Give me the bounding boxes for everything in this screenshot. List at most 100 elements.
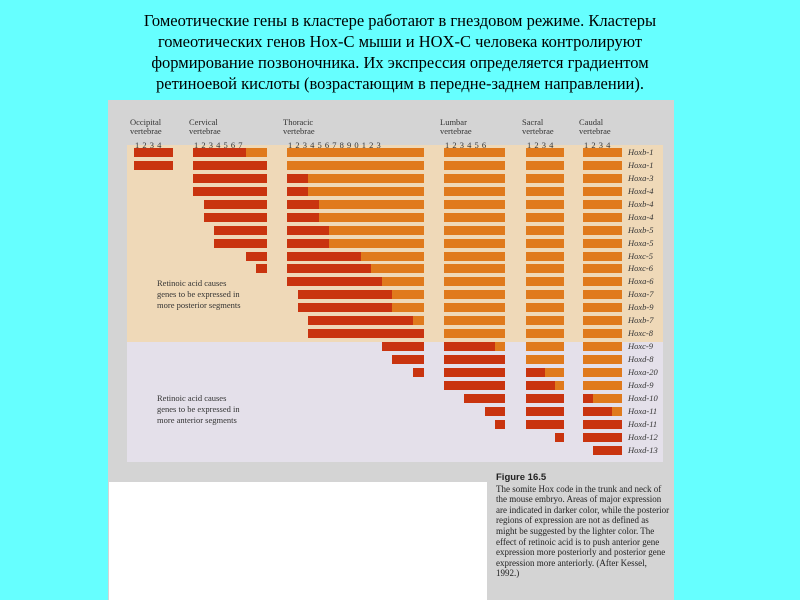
expression-bar-minor (318, 199, 424, 209)
expression-bar-minor (583, 303, 622, 313)
title-line: Гомеотические гены в кластере работают в… (143, 11, 657, 30)
note-line: genes to be expressed in (157, 404, 240, 414)
expression-bar-major (203, 199, 267, 209)
gene-label: Hoxa-6 (628, 276, 654, 287)
expression-bar-major (494, 419, 505, 429)
gene-label: Hoxd-11 (628, 418, 658, 429)
hox-code-figure: Occipital vertebrae 1 2 3 4 Cervical vertebr… (108, 100, 674, 600)
expression-bar-major (193, 186, 267, 196)
expression-bar-minor (371, 264, 424, 274)
expression-bar-major (444, 355, 505, 365)
expression-bar-minor (392, 290, 424, 300)
expression-bar-minor (444, 173, 505, 183)
expression-bar-major (287, 186, 309, 196)
gene-label: Hoxa-7 (628, 289, 654, 300)
expression-bar-major (526, 406, 564, 416)
expression-bar-minor (526, 160, 564, 170)
expression-bar-minor (444, 316, 505, 326)
caption-text: The somite Hox code in the trunk and nec… (496, 483, 670, 579)
expression-bar-major (444, 342, 495, 352)
expression-bar-minor (554, 380, 564, 390)
expression-bar-minor (526, 238, 564, 248)
expression-bar-major (444, 367, 505, 377)
expression-bar-minor (494, 342, 505, 352)
expression-bar-minor (392, 303, 424, 313)
expression-bar-minor (360, 251, 424, 261)
gene-label: Hoxb-4 (628, 198, 654, 209)
expression-bar-major (193, 160, 267, 170)
expression-bar-major (526, 419, 564, 429)
expression-bar-major (287, 238, 330, 248)
note-line: Retinoic acid causes (157, 393, 227, 403)
expression-bar-minor (583, 212, 622, 222)
expression-bar-minor (308, 173, 424, 183)
expression-bar-minor (583, 148, 622, 157)
expression-bar-major (484, 406, 505, 416)
note-line: genes to be expressed in (157, 289, 240, 299)
expression-bar-major (193, 148, 246, 157)
title-line: ретиноевой кислоты (возрастающим в перед… (156, 74, 644, 93)
expression-bar-minor (526, 199, 564, 209)
group-numbers: 1 2 3 4 (135, 140, 162, 150)
expression-bar-minor (583, 238, 622, 248)
expression-bar-minor (526, 290, 564, 300)
expression-bar-major (214, 225, 267, 235)
expression-bar-major (134, 160, 173, 170)
expression-bar-major (193, 173, 267, 183)
expression-bar-minor (583, 264, 622, 274)
gene-label: Hoxb-7 (628, 315, 654, 326)
expression-bar-minor (329, 225, 424, 235)
group-label-cervical: Cervical vertebrae (189, 117, 221, 136)
group-numbers: 1 2 3 4 (527, 140, 554, 150)
gene-label: Hoxd-4 (628, 185, 654, 196)
expression-bar-major (381, 342, 424, 352)
expression-bar-minor (444, 212, 505, 222)
expression-bar-minor (318, 212, 424, 222)
group-label-lumbar: Lumbar vertebrae (440, 117, 472, 136)
gene-label: Hoxb-5 (628, 224, 654, 235)
expression-bar-major (526, 393, 564, 403)
gene-label: Hoxb-9 (628, 302, 654, 313)
gene-label: Hoxd-12 (628, 431, 658, 442)
gene-label: Hoxa-20 (628, 366, 658, 377)
gene-label: Hoxc-8 (628, 328, 654, 339)
expression-bar-minor (381, 277, 424, 287)
expression-bar-minor (444, 225, 505, 235)
gene-label: Hoxa-3 (628, 172, 654, 183)
expression-bar-major (554, 432, 564, 442)
expression-bar-minor (526, 355, 564, 365)
expression-bar-minor (526, 148, 564, 157)
expression-bar-minor (526, 212, 564, 222)
expression-bar-minor (583, 173, 622, 183)
figure-caption: Figure 16.5 The somite Hox code in the t… (496, 472, 671, 579)
expression-bar-major (583, 419, 622, 429)
expression-bar-minor (583, 186, 622, 196)
expression-bar-minor (287, 160, 424, 170)
expression-bar-major (464, 393, 505, 403)
gene-label: Hoxd-13 (628, 444, 658, 455)
expression-bar-minor (583, 367, 622, 377)
expression-bar-major (287, 173, 309, 183)
expression-bar-minor (526, 251, 564, 261)
note-posterior: Retinoic acid causes genes to be express… (157, 278, 241, 311)
note-line: Retinoic acid causes (157, 278, 227, 288)
expression-bar-minor (287, 148, 424, 157)
expression-bar-minor (444, 148, 505, 157)
expression-bar-minor (545, 367, 564, 377)
expression-bar-major (592, 445, 622, 455)
expression-bar-minor (583, 316, 622, 326)
expression-bar-major (214, 238, 267, 248)
expression-bar-minor (444, 160, 505, 170)
expression-bar-minor (444, 303, 505, 313)
gene-label: Hoxa-5 (628, 237, 654, 248)
gene-label: Hoxc-9 (628, 341, 654, 352)
expression-bar-minor (444, 264, 505, 274)
group-label-occipital: Occipital vertebrae (130, 117, 162, 136)
expression-bar-minor (583, 355, 622, 365)
expression-bar-minor (526, 225, 564, 235)
expression-bar-minor (583, 225, 622, 235)
title-line: гомеотических генов Hox-C мыши и HOX-C ч… (157, 32, 643, 51)
expression-bar-minor (526, 277, 564, 287)
expression-bar-minor (583, 199, 622, 209)
expression-bar-major (583, 406, 613, 416)
